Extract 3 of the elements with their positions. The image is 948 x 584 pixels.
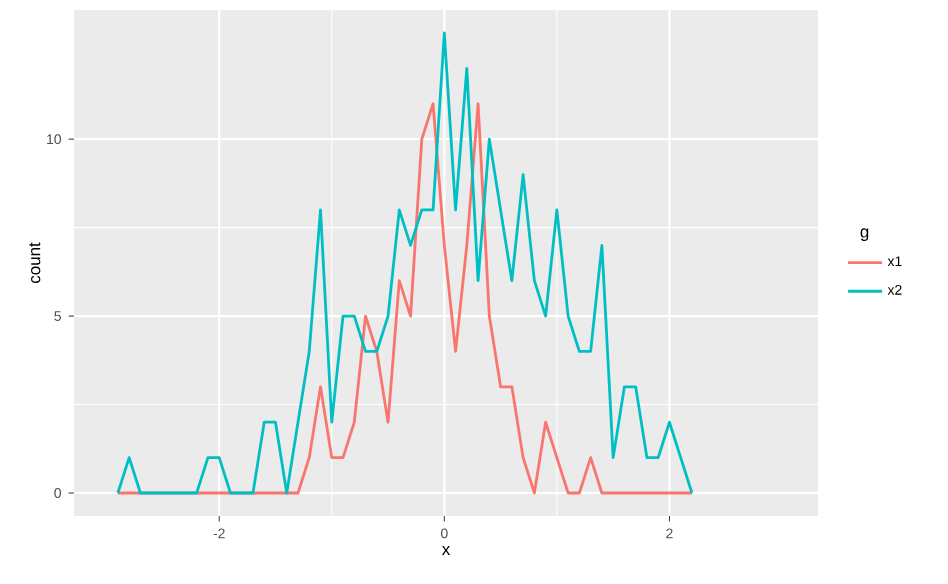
y-axis-title: count [29,242,41,283]
legend-title: g [860,228,869,241]
x-axis-title: x [441,546,451,555]
